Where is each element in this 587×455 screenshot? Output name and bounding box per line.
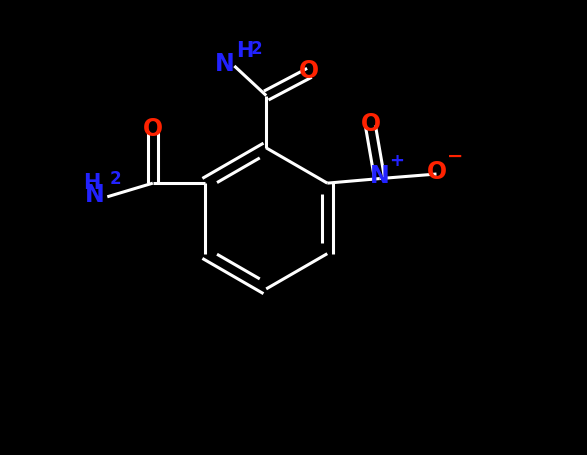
Text: 2: 2 (110, 171, 121, 188)
Text: H: H (83, 173, 100, 193)
Text: N: N (85, 182, 105, 207)
Text: −: − (447, 147, 464, 166)
Text: O: O (299, 59, 319, 82)
Text: N: N (370, 164, 390, 188)
Text: H: H (237, 41, 254, 61)
Text: O: O (360, 112, 380, 136)
Text: 2: 2 (250, 40, 262, 58)
Text: O: O (426, 160, 447, 184)
Text: N: N (215, 52, 234, 76)
Text: O: O (143, 116, 163, 141)
Text: +: + (389, 152, 404, 170)
